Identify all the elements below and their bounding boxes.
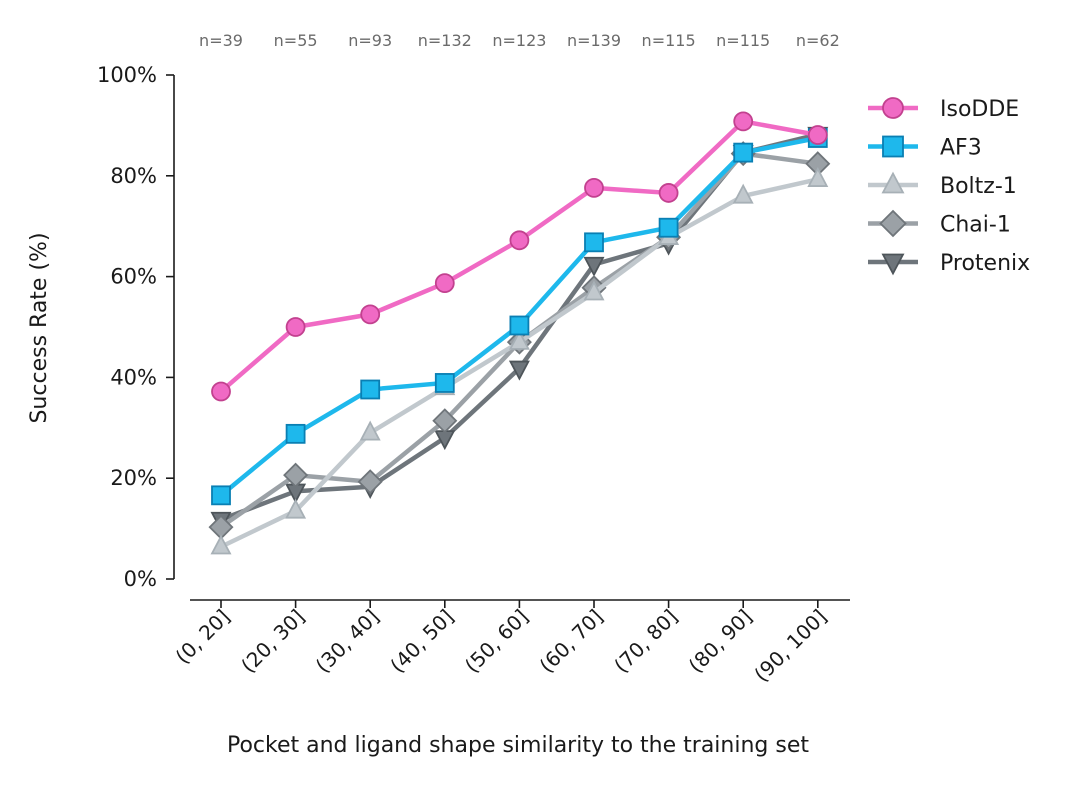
legend-marker [879, 209, 907, 238]
legend-marker [882, 97, 904, 119]
sample-count: n=62 [796, 31, 840, 50]
data-point-boltz-1 [508, 329, 530, 350]
legend-item-protenix: Protenix [868, 251, 1030, 276]
sample-count: n=93 [348, 31, 392, 50]
legend-item-chai-1: Chai-1 [868, 209, 1011, 238]
x-tick-label: (30, 40] [311, 605, 384, 678]
data-point-isodde [360, 304, 381, 325]
sample-count: n=139 [567, 31, 621, 50]
y-ticks: 0% 20% 40% 60% 80% 100% [97, 63, 174, 591]
x-tick-label: (40, 50] [385, 605, 458, 678]
series-group [208, 111, 831, 555]
sample-count: n=55 [274, 31, 318, 50]
data-point-af3 [285, 423, 306, 444]
data-point-boltz-1 [807, 167, 829, 187]
data-point-isodde [658, 183, 679, 203]
x-tick-label: (20, 30] [236, 605, 309, 678]
sample-count-labels: n=39 n=55 n=93 n=132 n=123 n=139 n=115 n=115 n=6… [199, 31, 840, 50]
data-point-isodde [509, 230, 530, 251]
x-tick-label: (60, 70] [535, 605, 608, 678]
data-point-af3 [434, 373, 455, 393]
legend-label: IsoDDE [940, 97, 1019, 122]
legend: IsoDDE AF3 Boltz-1 Chai-1 Protenix [868, 97, 1030, 276]
x-ticks: (0, 20] (20, 30] (30, 40] (40, 50] (50, 60](… [171, 600, 831, 687]
y-tick-label: 100% [97, 63, 157, 87]
data-point-chai-1 [283, 462, 309, 488]
x-tick-label: (80, 90] [684, 605, 757, 678]
data-point-af3 [733, 142, 754, 163]
data-point-boltz-1 [359, 420, 381, 441]
data-point-isodde [584, 177, 604, 198]
legend-item-isodde: IsoDDE [868, 97, 1019, 122]
data-point-boltz-1 [285, 498, 307, 519]
y-tick-label: 40% [110, 365, 157, 389]
x-axis-label: Pocket and ligand shape similarity to th… [227, 733, 809, 758]
legend-label: Chai-1 [940, 213, 1011, 238]
data-point-af3 [584, 232, 604, 253]
y-tick-label: 20% [110, 466, 157, 490]
legend-label: AF3 [940, 136, 982, 161]
data-point-isodde [434, 273, 455, 294]
data-point-protenix [583, 256, 605, 277]
data-point-isodde [733, 111, 754, 132]
legend-marker [882, 135, 904, 158]
x-tick-label: (90, 100] [749, 605, 831, 687]
x-tick-label: (0, 20] [171, 605, 235, 669]
legend-marker [881, 253, 905, 276]
data-point-af3 [658, 217, 679, 238]
sample-count: n=132 [418, 31, 472, 50]
data-point-chai-1 [432, 408, 458, 434]
legend-label: Boltz-1 [940, 174, 1017, 199]
sample-count: n=115 [642, 31, 696, 50]
y-tick-label: 0% [124, 567, 157, 591]
y-tick-label: 80% [110, 164, 157, 188]
data-point-boltz-1 [210, 534, 232, 555]
legend-item-boltz-1: Boltz-1 [868, 171, 1017, 199]
sample-count: n=123 [492, 31, 546, 50]
data-point-protenix [508, 360, 530, 381]
x-tick-label: (70, 80] [609, 605, 682, 678]
legend-item-af3: AF3 [868, 136, 982, 161]
data-point-af3 [360, 379, 381, 400]
data-point-af3 [211, 485, 231, 506]
data-point-boltz-1 [732, 183, 754, 204]
data-point-isodde [211, 381, 231, 402]
data-point-af3 [509, 315, 530, 336]
data-point-isodde [285, 317, 306, 337]
sample-count: n=115 [716, 31, 770, 50]
legend-marker [881, 171, 905, 194]
y-tick-label: 60% [110, 265, 157, 289]
y-axis-label: Success Rate (%) [27, 232, 52, 423]
data-point-isodde [807, 125, 828, 145]
series-af3 [211, 128, 828, 506]
data-point-chai-1 [357, 469, 383, 495]
legend-label: Protenix [940, 251, 1030, 276]
sample-count: n=39 [199, 31, 243, 50]
series-isodde [211, 111, 828, 402]
data-point-boltz-1 [583, 280, 605, 301]
x-tick-label: (50, 60] [460, 605, 533, 678]
